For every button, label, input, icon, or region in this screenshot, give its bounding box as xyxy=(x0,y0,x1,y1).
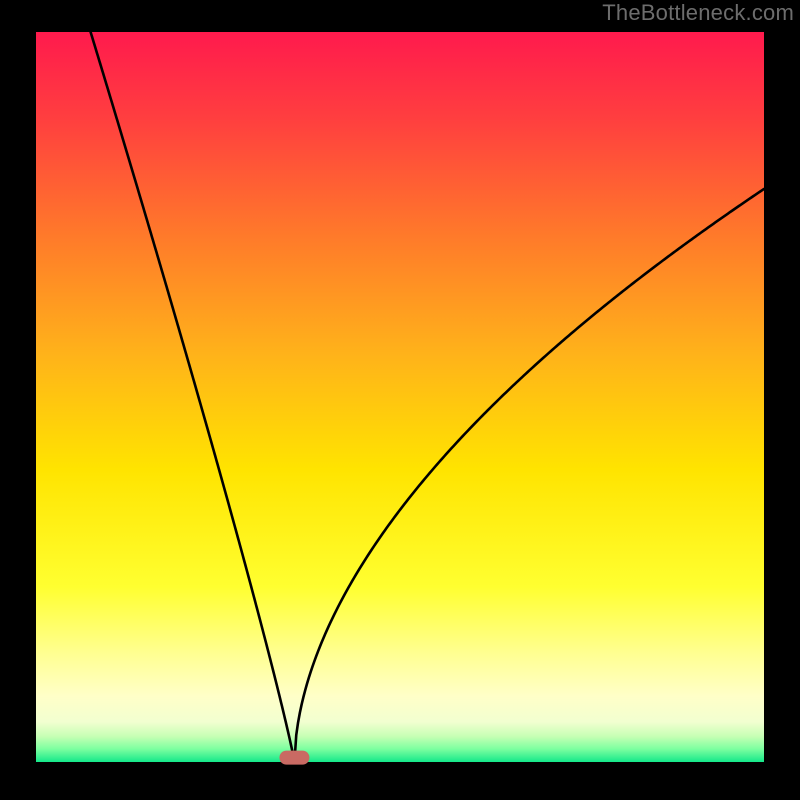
dip-marker xyxy=(279,751,309,765)
chart-stage: TheBottleneck.com xyxy=(0,0,800,800)
gradient-background xyxy=(36,32,764,762)
bottleneck-curve-plot xyxy=(0,0,800,800)
